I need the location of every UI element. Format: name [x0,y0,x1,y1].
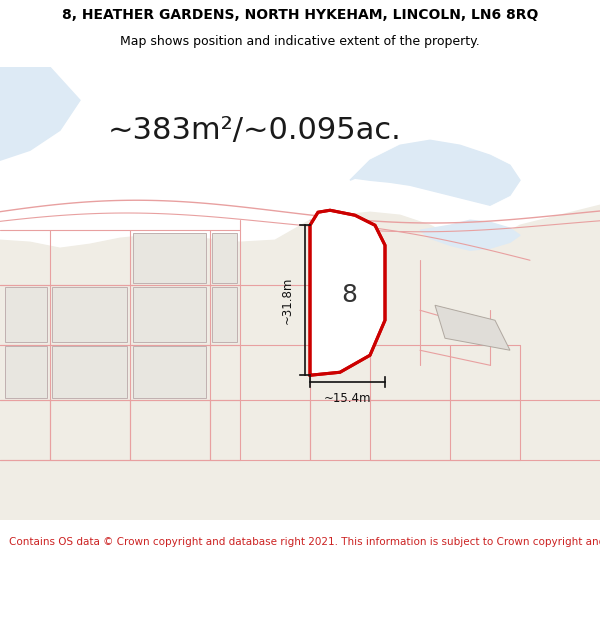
Text: Map shows position and indicative extent of the property.: Map shows position and indicative extent… [120,35,480,48]
Polygon shape [310,210,385,375]
Bar [212,233,237,283]
Text: 8: 8 [341,282,358,307]
Polygon shape [0,68,80,160]
Text: ~31.8m: ~31.8m [281,276,293,324]
Polygon shape [435,305,510,350]
Bar [212,288,237,342]
Bar [5,288,47,342]
Text: ~383m²/~0.095ac.: ~383m²/~0.095ac. [108,116,402,145]
Polygon shape [0,205,600,520]
Bar [52,346,127,398]
Bar [133,233,206,283]
Text: ~15.4m: ~15.4m [324,392,371,405]
Bar [133,288,206,342]
Bar [52,288,127,342]
Polygon shape [350,140,520,205]
Text: Contains OS data © Crown copyright and database right 2021. This information is : Contains OS data © Crown copyright and d… [9,537,600,547]
Polygon shape [420,220,520,250]
Text: 8, HEATHER GARDENS, NORTH HYKEHAM, LINCOLN, LN6 8RQ: 8, HEATHER GARDENS, NORTH HYKEHAM, LINCO… [62,8,538,22]
Bar [5,346,47,398]
Bar [133,346,206,398]
